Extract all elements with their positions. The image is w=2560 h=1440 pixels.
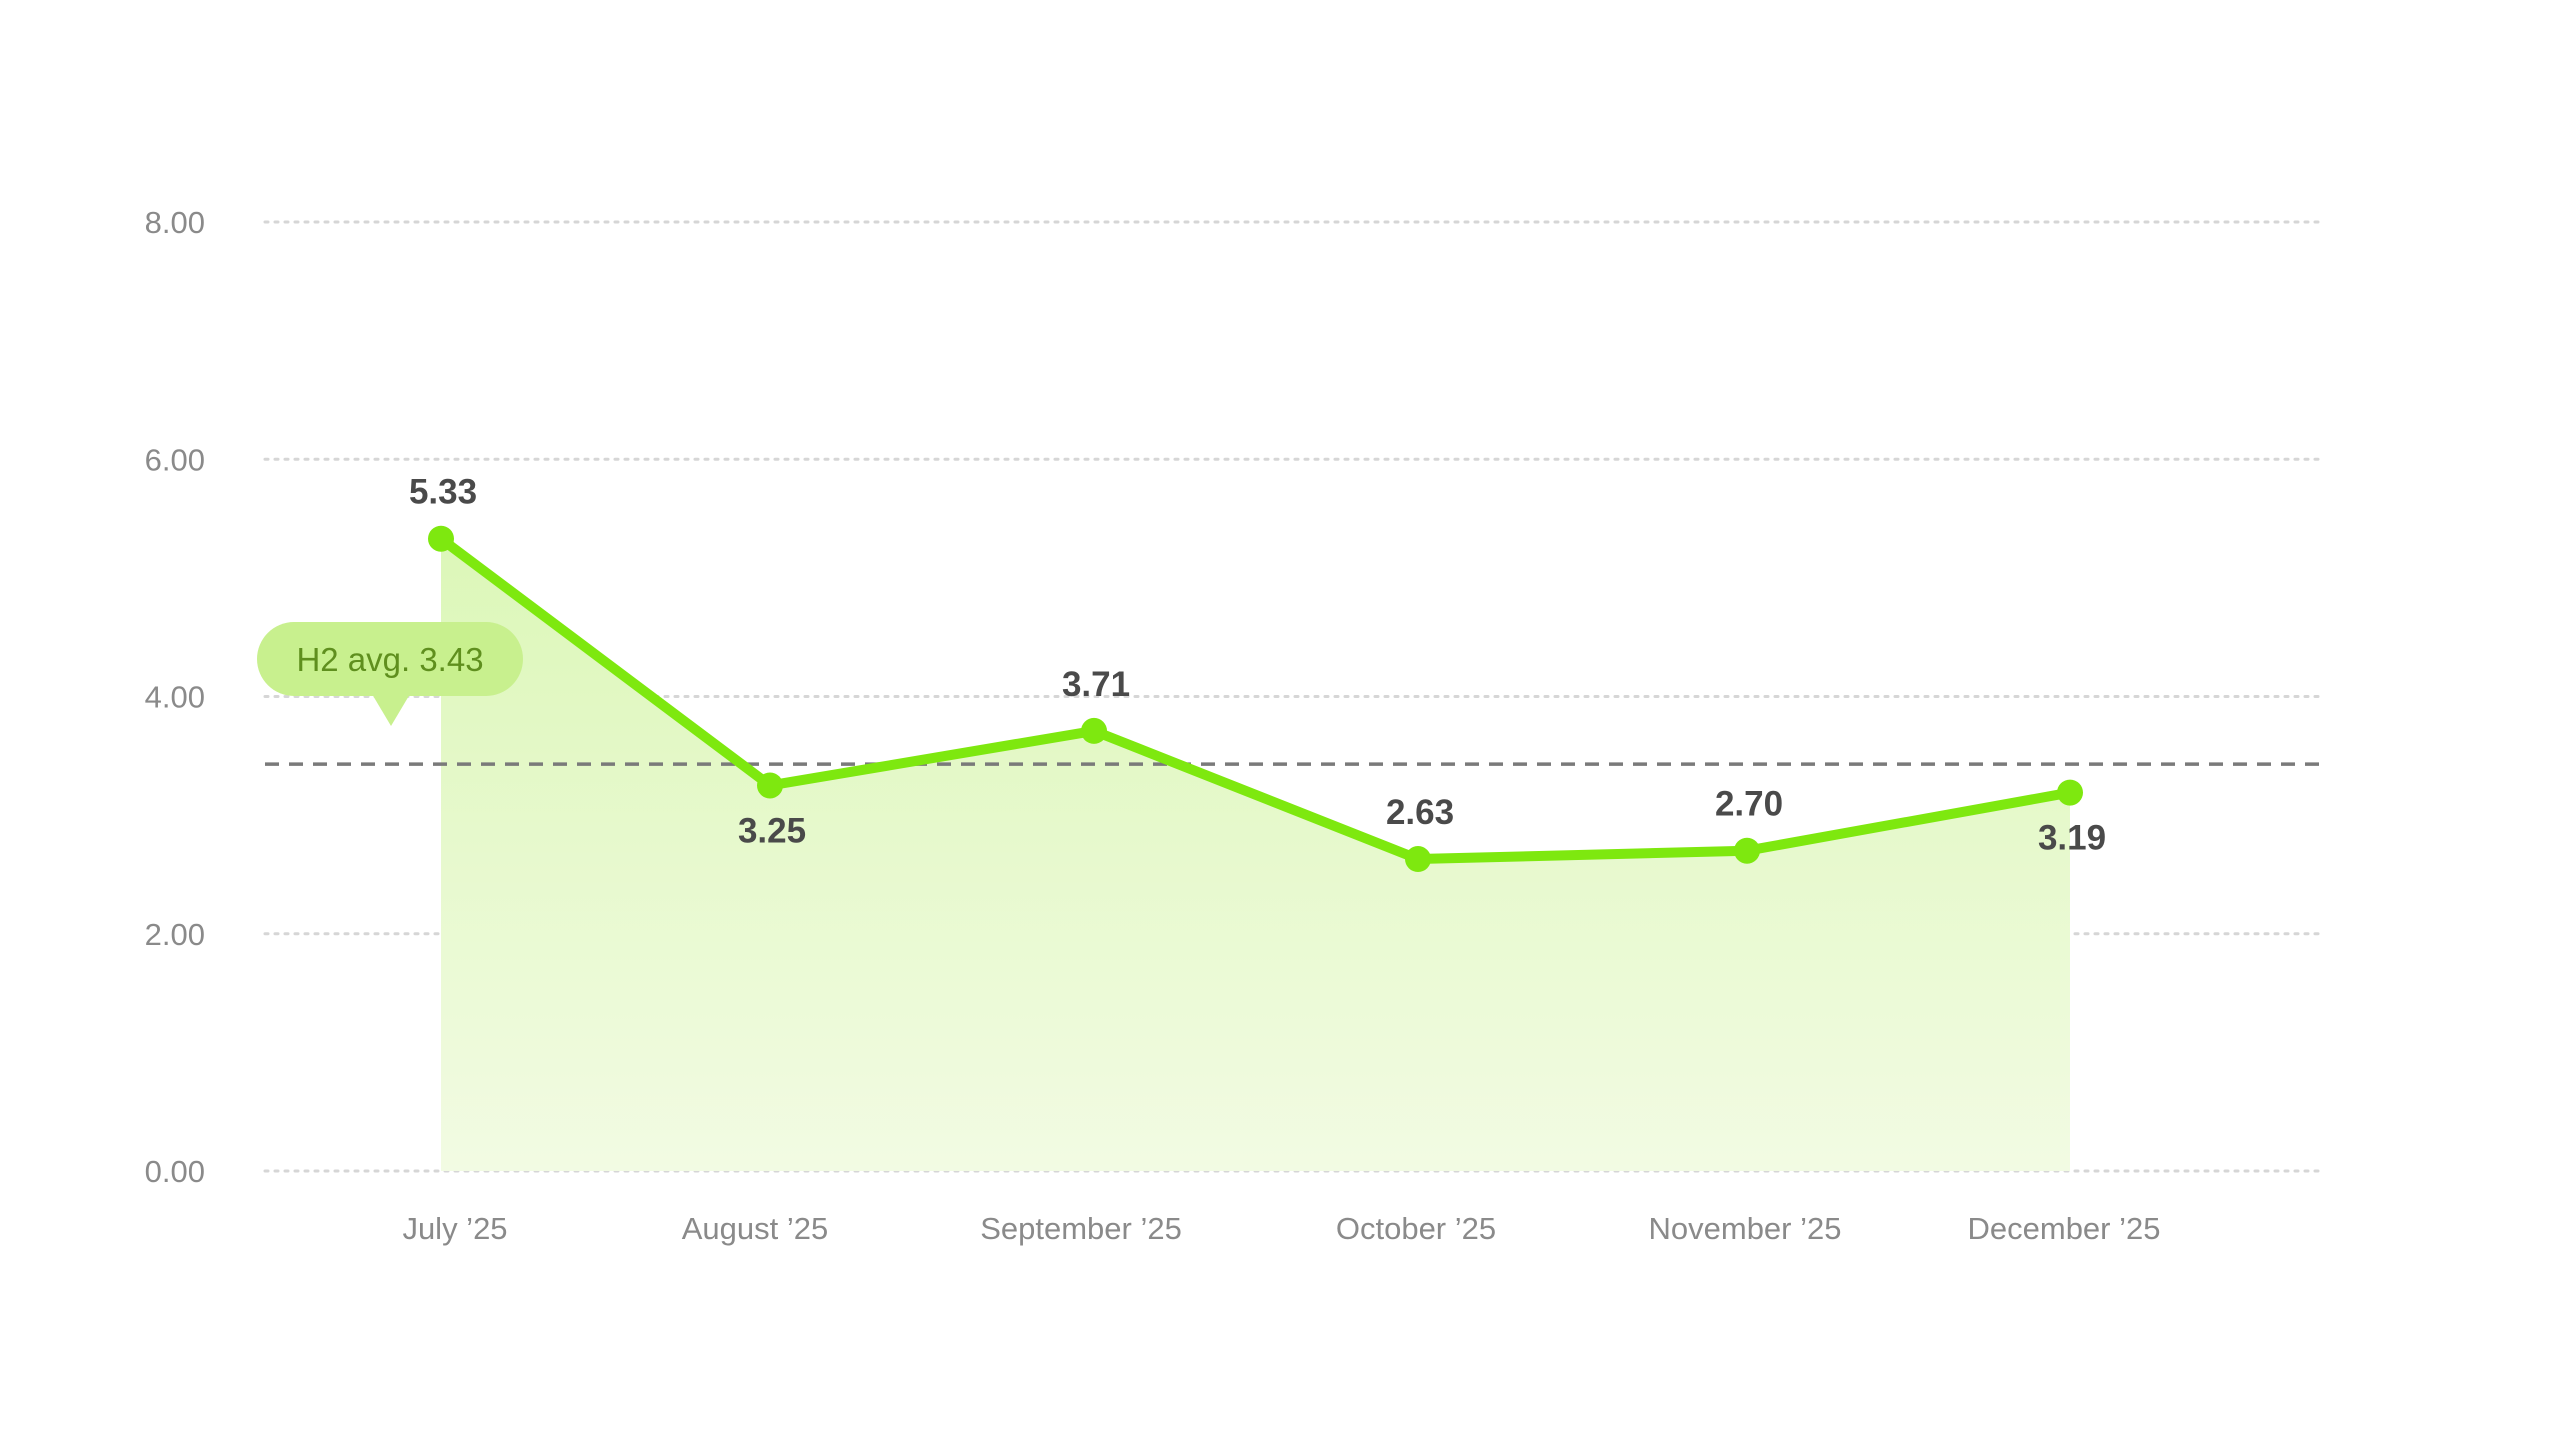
y-tick-label: 2.00 (145, 917, 205, 952)
y-tick-label: 6.00 (145, 442, 205, 477)
area-layer (441, 538, 2070, 1171)
points-layer (428, 525, 2083, 873)
x-axis: July ’25 August ’25 September ’25 October ’… (402, 1211, 2160, 1246)
data-label: 2.70 (1715, 785, 1783, 824)
x-tick-label: July ’25 (402, 1211, 507, 1246)
data-point (1081, 717, 1107, 744)
y-tick-label: 4.00 (145, 680, 205, 715)
x-tick-label: December ’25 (1968, 1211, 2161, 1246)
x-tick-label: November ’25 (1649, 1211, 1842, 1246)
average-badge-pointer (372, 694, 410, 726)
x-tick-label: August ’25 (682, 1211, 829, 1246)
average-badge-background (257, 622, 523, 696)
average-badge-label: H2 avg. 3.43 (296, 641, 483, 678)
x-tick-label: September ’25 (980, 1211, 1182, 1246)
data-point (2057, 779, 2083, 806)
data-label: 3.71 (1062, 665, 1130, 704)
data-point (1734, 837, 1760, 864)
data-point (1405, 846, 1431, 873)
data-label: 3.25 (738, 811, 806, 850)
data-point (428, 525, 454, 552)
series-line (436, 533, 2075, 865)
y-tick-label: 0.00 (145, 1154, 205, 1189)
data-label: 3.19 (2038, 819, 2106, 858)
area-fill (441, 538, 2070, 1171)
y-axis: 0.00 2.00 4.00 6.00 8.00 (145, 205, 205, 1189)
average-badge: H2 avg. 3.43 (257, 622, 523, 726)
data-label: 5.33 (409, 473, 477, 512)
line-layer (436, 533, 2075, 865)
data-label: 2.63 (1386, 793, 1454, 832)
data-labels-layer: 5.33 3.25 3.71 2.63 2.70 3.19 (409, 473, 2106, 858)
y-tick-label: 8.00 (145, 205, 205, 240)
data-point (757, 772, 783, 799)
x-tick-label: October ’25 (1336, 1211, 1496, 1246)
